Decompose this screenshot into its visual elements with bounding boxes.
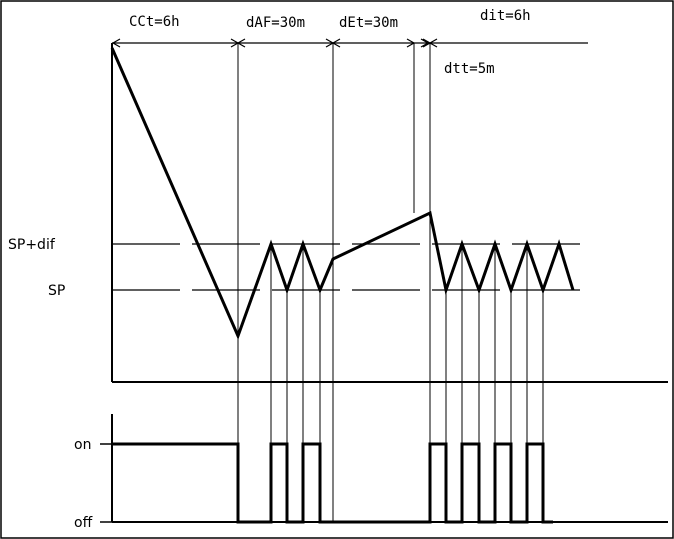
temperature-curve	[110, 47, 575, 341]
daf-label: dAF=30m	[246, 15, 305, 31]
sp-label: SP	[48, 283, 65, 299]
compressor-state-waveform	[112, 442, 553, 524]
off-label: off	[74, 515, 93, 531]
dtt-label: dtt=5m	[444, 61, 495, 77]
on-label: on	[74, 437, 91, 453]
cct-label: CCt=6h	[129, 14, 180, 30]
sp-dif-label: SP+dif	[8, 237, 56, 253]
det-label: dEt=30m	[339, 15, 398, 31]
dit-label: dit=6h	[480, 8, 531, 24]
